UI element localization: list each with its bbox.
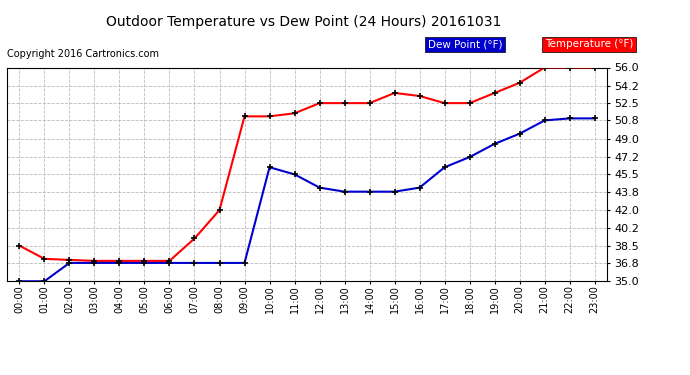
Text: Outdoor Temperature vs Dew Point (24 Hours) 20161031: Outdoor Temperature vs Dew Point (24 Hou… [106, 15, 502, 29]
Text: Copyright 2016 Cartronics.com: Copyright 2016 Cartronics.com [7, 49, 159, 59]
Text: Temperature (°F): Temperature (°F) [545, 39, 633, 50]
Text: Dew Point (°F): Dew Point (°F) [428, 39, 502, 50]
